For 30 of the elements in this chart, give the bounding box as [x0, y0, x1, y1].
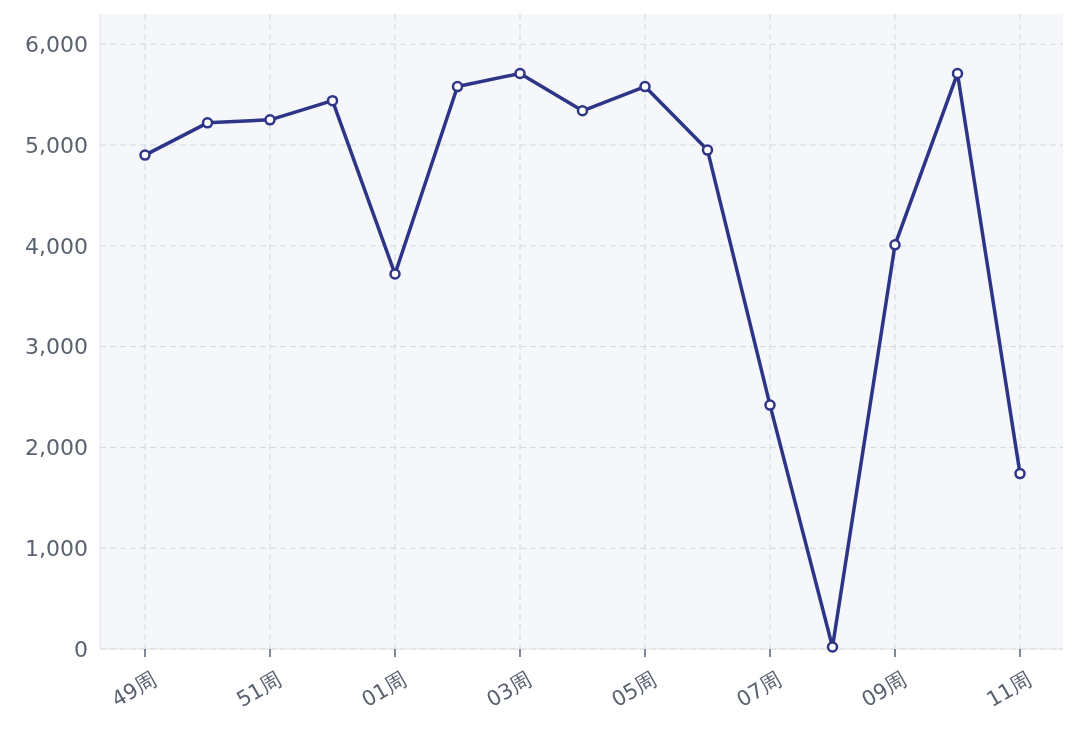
y-tick-label: 5,000 [25, 132, 88, 158]
point [951, 67, 964, 80]
point [764, 399, 776, 411]
x-tick-label: 07周 [732, 667, 786, 712]
point [701, 144, 714, 156]
x-tick-label: 49周 [107, 667, 161, 712]
point [889, 239, 901, 251]
x-tick-label: 05周 [607, 667, 661, 712]
point [264, 114, 276, 126]
point [576, 105, 589, 117]
point [451, 80, 464, 93]
point [1014, 467, 1026, 480]
y-tick-label: 6,000 [25, 31, 88, 57]
point [326, 94, 339, 107]
x-tick-label: 03周 [482, 667, 536, 712]
point [826, 641, 839, 653]
y-tick-label: 1,000 [25, 535, 88, 561]
y-tick-label: 3,000 [25, 334, 88, 360]
point [201, 117, 214, 129]
y-tick-label: 2,000 [25, 435, 88, 461]
point [139, 149, 151, 161]
x-tick-label: 09周 [857, 667, 911, 712]
point [639, 80, 651, 93]
x-tick-label: 51周 [232, 667, 286, 712]
point [389, 268, 401, 280]
x-tick-label: 01周 [357, 667, 411, 712]
x-tick-label: 11周 [982, 667, 1036, 712]
point [514, 67, 526, 80]
y-tick-label: 4,000 [25, 233, 88, 259]
y-tick-label: 0 [74, 636, 88, 662]
